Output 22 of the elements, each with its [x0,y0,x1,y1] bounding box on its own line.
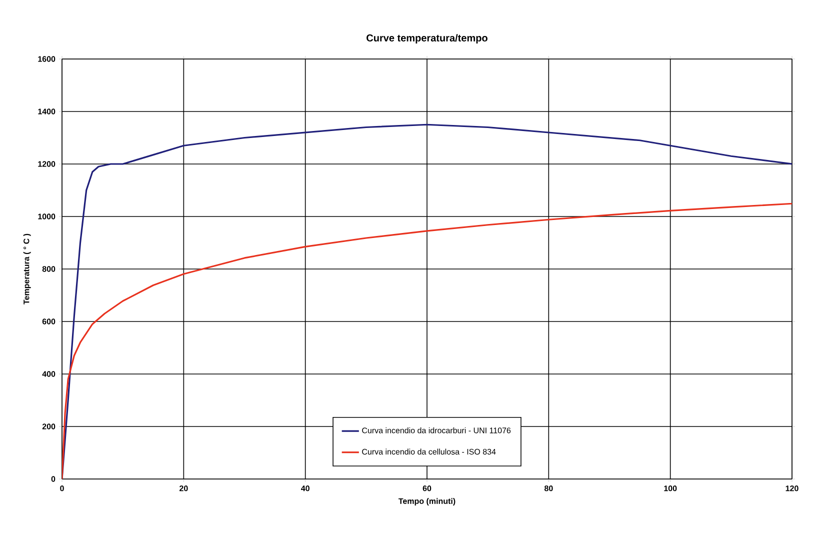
y-tick-label: 1200 [38,161,56,167]
x-tick-label: 60 [422,486,432,492]
x-tick-label: 0 [60,486,64,492]
chart-title: Curve temperatura/tempo [366,34,488,44]
legend-label: Curva incendio da cellulosa - ISO 834 [362,448,496,455]
y-tick-label: 800 [42,266,56,272]
x-tick-label: 20 [180,486,188,492]
y-tick-label: 1400 [38,108,56,114]
y-tick-label: 600 [42,318,56,324]
y-tick-label: 1000 [38,214,56,220]
y-tick-label: 0 [51,476,56,482]
y-tick-label: 1600 [38,56,56,62]
x-tick-label: 100 [664,486,677,492]
x-tick-label: 40 [301,486,310,492]
y-axis-title: Temperatura ( ° C ) [23,234,31,304]
x-axis-title: Tempo (minuti) [398,498,456,506]
y-tick-label: 400 [42,371,56,377]
x-tick-label: 120 [786,486,798,492]
x-tick-label: 80 [544,486,553,492]
legend-label: Curva incendio da idrocarburi - UNI 11076 [362,427,511,434]
y-tick-label: 200 [42,424,56,430]
line-series [62,202,792,479]
